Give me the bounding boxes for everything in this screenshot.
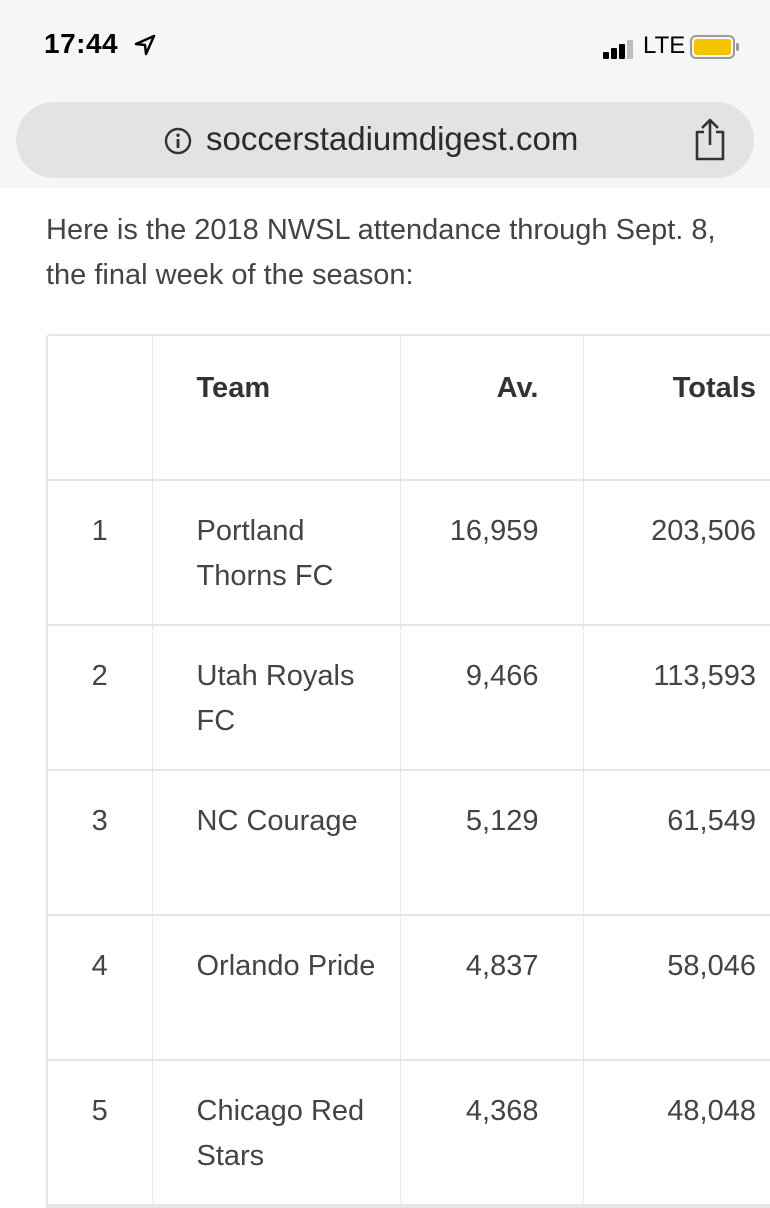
row-team: Utah Royals FC <box>152 625 401 771</box>
row-team: Chicago Red Stars <box>152 1060 401 1206</box>
signal-strength-icon <box>603 37 637 59</box>
location-arrow-icon <box>134 34 156 56</box>
row-average: 4,837 <box>400 915 584 1061</box>
row-total: 58,046 <box>583 915 770 1061</box>
table-row: 2 Utah Royals FC 9,466 113,593 <box>48 625 770 771</box>
network-type: LTE <box>643 32 686 59</box>
table-row: 4 Orlando Pride 4,837 58,046 <box>48 915 770 1061</box>
status-time: 17:44 <box>44 28 119 59</box>
article-intro: Here is the 2018 NWSL attendance through… <box>46 214 716 291</box>
address-bar[interactable]: soccerstadiumdigest.com <box>16 102 754 178</box>
browser-toolbar: soccerstadiumdigest.com <box>0 96 770 188</box>
row-team: Orlando Pride <box>152 915 401 1061</box>
row-rank: 4 <box>48 915 153 1061</box>
table-header-row: Team Av. Totals <box>48 336 770 481</box>
battery-icon <box>690 35 739 59</box>
row-total: 203,506 <box>583 480 770 626</box>
row-rank: 1 <box>48 480 153 626</box>
row-team: NC Courage <box>152 770 401 916</box>
header-average: Av. <box>400 336 584 481</box>
row-rank: 3 <box>48 770 153 916</box>
row-total: 48,048 <box>583 1060 770 1206</box>
row-rank: 2 <box>48 625 153 771</box>
row-total: 113,593 <box>583 625 770 771</box>
row-average: 9,466 <box>400 625 584 771</box>
row-average: 4,368 <box>400 1060 584 1206</box>
table-row: 1 Portland Thorns FC 16,959 203,506 <box>48 480 770 626</box>
row-total: 61,549 <box>583 770 770 916</box>
status-bar: 17:44 LTE <box>0 0 770 96</box>
info-icon[interactable] <box>164 127 192 155</box>
header-rank <box>48 336 153 481</box>
row-average: 5,129 <box>400 770 584 916</box>
row-rank: 5 <box>48 1060 153 1206</box>
header-totals: Totals <box>583 336 770 481</box>
row-average: 16,959 <box>400 480 584 626</box>
url-text[interactable]: soccerstadiumdigest.com <box>206 120 579 157</box>
attendance-table: Team Av. Totals 1 Portland Thorns FC 16,… <box>46 334 770 1208</box>
table-row: 3 NC Courage 5,129 61,549 <box>48 770 770 916</box>
row-team: Portland Thorns FC <box>152 480 401 626</box>
share-icon[interactable] <box>692 118 728 162</box>
header-team: Team <box>152 336 401 481</box>
table-row: 5 Chicago Red Stars 4,368 48,048 <box>48 1060 770 1206</box>
